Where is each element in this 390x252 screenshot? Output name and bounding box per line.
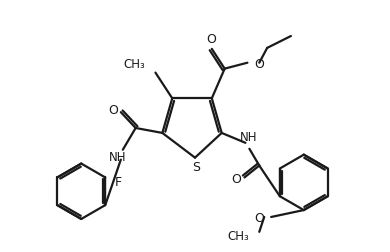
Text: O: O [108, 104, 118, 117]
Text: NH: NH [109, 151, 127, 164]
Text: CH₃: CH₃ [228, 230, 249, 243]
Text: F: F [115, 176, 122, 189]
Text: CH₃: CH₃ [124, 58, 145, 71]
Text: NH: NH [239, 131, 257, 144]
Text: O: O [232, 173, 241, 186]
Text: O: O [206, 34, 216, 46]
Text: S: S [192, 161, 200, 174]
Text: O: O [254, 212, 264, 226]
Text: O: O [254, 58, 264, 71]
